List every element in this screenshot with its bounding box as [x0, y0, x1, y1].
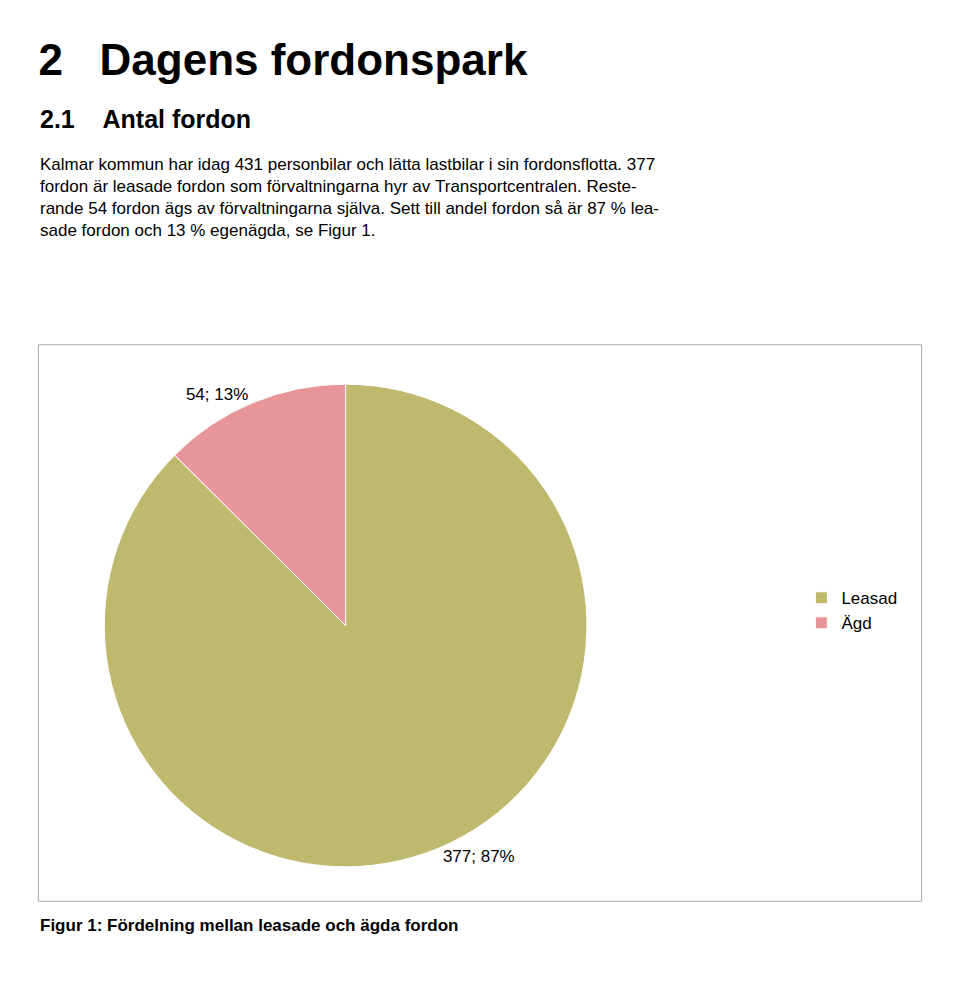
svg-text:Ägd: Ägd [841, 614, 871, 633]
svg-text:54; 13%: 54; 13% [186, 385, 248, 404]
svg-text:2 Dagens fordonspark: 2 Dagens fordonspark [38, 35, 528, 84]
svg-text:Leasad: Leasad [841, 589, 897, 608]
svg-text:Figur 1: Fördelning mellan lea: Figur 1: Fördelning mellan leasade och ä… [40, 916, 458, 935]
svg-text:2.1 Antal fordon: 2.1 Antal fordon [40, 105, 251, 133]
svg-text:Kalmar kommun har idag 431 per: Kalmar kommun har idag 431 personbilar o… [40, 155, 659, 240]
svg-text:377; 87%: 377; 87% [443, 847, 515, 866]
